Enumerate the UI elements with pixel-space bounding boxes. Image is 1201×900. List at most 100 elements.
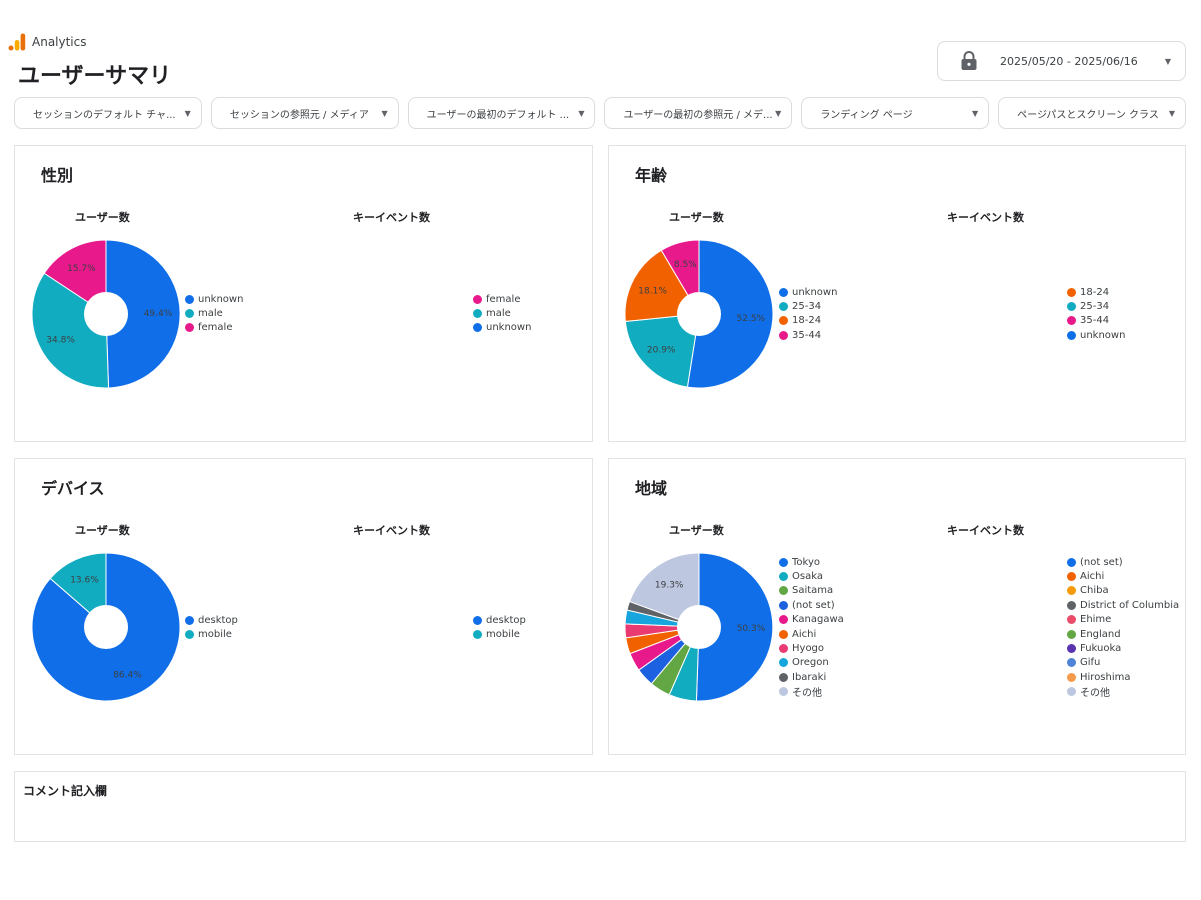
page-title: ユーザーサマリ bbox=[18, 64, 172, 89]
comment-box[interactable]: コメント記入欄 bbox=[14, 771, 1186, 842]
app-name: Analytics bbox=[32, 35, 87, 49]
pie-slice-female[interactable] bbox=[43, 239, 107, 315]
legend-item[interactable]: Aichi bbox=[1067, 569, 1179, 583]
pie-slice-unknown[interactable] bbox=[105, 239, 181, 389]
legend-item[interactable]: Tokyo bbox=[779, 555, 844, 569]
filter-label: ページパスとスクリーン クラス bbox=[1017, 109, 1159, 121]
legend-item[interactable]: Hyogo bbox=[779, 641, 844, 655]
legend-swatch bbox=[1067, 672, 1076, 682]
filter-first-user-source-medium[interactable]: ユーザーの最初の参照元 / メデ... ▼ bbox=[604, 97, 793, 129]
legend-item[interactable]: その他 bbox=[779, 685, 844, 699]
legend-item[interactable]: mobile bbox=[185, 627, 238, 641]
card-title: 地域 bbox=[635, 479, 668, 498]
legend-label: unknown bbox=[792, 286, 838, 298]
filter-page-path-screen-class[interactable]: ページパスとスクリーン クラス ▼ bbox=[998, 97, 1186, 129]
legend-swatch bbox=[473, 630, 482, 640]
region-events-legend: (not set) Aichi Chiba District of Columbia E… bbox=[1067, 555, 1179, 699]
legend-item[interactable]: Oregon bbox=[779, 656, 844, 670]
legend-item[interactable]: 25-34 bbox=[779, 299, 837, 313]
legend-item[interactable]: unknown bbox=[1067, 328, 1125, 342]
legend-item[interactable]: Fukuoka bbox=[1067, 641, 1179, 655]
legend-label: Kanagawa bbox=[792, 614, 844, 626]
legend-label: female bbox=[486, 293, 521, 305]
legend-swatch bbox=[185, 294, 194, 304]
pie-slice-unknown[interactable] bbox=[686, 239, 774, 389]
legend-item[interactable]: Osaka bbox=[779, 569, 844, 583]
filter-first-user-default-channel[interactable]: ユーザーの最初のデフォルト ... ▼ bbox=[407, 97, 596, 129]
legend-item[interactable]: desktop bbox=[473, 613, 526, 627]
pie-data-label: 86.4% bbox=[113, 670, 142, 680]
legend-item[interactable]: (not set) bbox=[1067, 555, 1179, 569]
legend-item[interactable]: Gifu bbox=[1067, 656, 1179, 670]
card-title: 性別 bbox=[41, 166, 74, 185]
legend-item[interactable]: Kanagawa bbox=[779, 613, 844, 627]
legend-item[interactable]: unknown bbox=[185, 292, 243, 306]
filter-session-source-medium[interactable]: セッションの参照元 / メディア ▼ bbox=[210, 97, 399, 129]
legend-item[interactable]: District of Columbia bbox=[1067, 598, 1179, 612]
pie-data-label: 8.5% bbox=[674, 260, 697, 270]
pie-data-label: 49.4% bbox=[144, 309, 173, 319]
pie-slice-tokyo[interactable] bbox=[695, 552, 774, 702]
legend-item[interactable]: 25-34 bbox=[1067, 299, 1125, 313]
legend-item[interactable]: (not set) bbox=[779, 598, 844, 612]
legend-item[interactable]: male bbox=[185, 306, 243, 320]
filter-landing-page[interactable]: ランディング ページ ▼ bbox=[801, 97, 990, 129]
legend-item[interactable]: unknown bbox=[473, 321, 531, 335]
legend-item[interactable]: Ibaraki bbox=[779, 670, 844, 684]
legend-swatch bbox=[779, 287, 788, 297]
legend-label: desktop bbox=[486, 614, 526, 626]
legend-swatch bbox=[779, 302, 788, 312]
analytics-brand[interactable]: Analytics bbox=[8, 33, 87, 51]
filter-label: ランディング ページ bbox=[820, 109, 913, 121]
legend-label: unknown bbox=[486, 322, 532, 334]
legend-label: District of Columbia bbox=[1080, 599, 1180, 611]
users-subtitle: ユーザー数 bbox=[75, 524, 130, 537]
legend-label: Ehime bbox=[1080, 614, 1112, 626]
legend-label: Hiroshima bbox=[1080, 671, 1131, 683]
pie-data-label: 50.3% bbox=[737, 624, 766, 634]
legend-item[interactable]: その他 bbox=[1067, 685, 1179, 699]
region-users-legend: Tokyo Osaka Saitama (not set) Kanagawa Aichi H… bbox=[779, 555, 844, 699]
legend-item[interactable]: 18-24 bbox=[779, 314, 837, 328]
filter-label: セッションの参照元 / メディア bbox=[229, 109, 369, 121]
legend-item[interactable]: Hiroshima bbox=[1067, 670, 1179, 684]
legend-item[interactable]: female bbox=[185, 321, 243, 335]
legend-swatch bbox=[1067, 287, 1076, 297]
region-pie-chart: 50.3% 19.3% bbox=[624, 552, 774, 702]
legend-label: (not set) bbox=[1080, 556, 1123, 568]
legend-item[interactable]: female bbox=[473, 292, 531, 306]
legend-swatch bbox=[1067, 557, 1076, 567]
legend-item[interactable]: 35-44 bbox=[779, 328, 837, 342]
device-events-legend: desktop mobile bbox=[473, 613, 526, 642]
legend-label: Hyogo bbox=[792, 643, 825, 655]
legend-item[interactable]: England bbox=[1067, 627, 1179, 641]
legend-swatch bbox=[1067, 644, 1076, 654]
legend-label: 25-34 bbox=[1080, 301, 1110, 313]
legend-swatch bbox=[779, 644, 788, 654]
pie-data-label: 52.5% bbox=[737, 314, 766, 324]
legend-item[interactable]: Saitama bbox=[779, 584, 844, 598]
filter-session-default-channel[interactable]: セッションのデフォルト チャ... ▼ bbox=[14, 97, 202, 129]
legend-item[interactable]: Ehime bbox=[1067, 613, 1179, 627]
date-range-picker[interactable]: 2025/05/20 - 2025/06/16 ▼ bbox=[937, 41, 1186, 81]
legend-item[interactable]: male bbox=[473, 306, 531, 320]
legend-item[interactable]: Chiba bbox=[1067, 584, 1179, 598]
legend-item[interactable]: unknown bbox=[779, 285, 837, 299]
chevron-down-icon: ▼ bbox=[775, 108, 782, 118]
legend-item[interactable]: Aichi bbox=[779, 627, 844, 641]
lock-icon bbox=[961, 51, 977, 70]
pie-slice-mobile[interactable] bbox=[49, 552, 107, 629]
legend-item[interactable]: 18-24 bbox=[1067, 285, 1125, 299]
donut-hole bbox=[677, 292, 721, 336]
pie-slice--[interactable] bbox=[628, 552, 700, 628]
legend-item[interactable]: 35-44 bbox=[1067, 314, 1125, 328]
gender-pie-chart: 49.4% 34.8% 15.7% bbox=[31, 239, 181, 389]
legend-swatch bbox=[1067, 572, 1076, 582]
pie-slice-male[interactable] bbox=[31, 272, 110, 389]
legend-item[interactable]: mobile bbox=[473, 627, 526, 641]
users-subtitle: ユーザー数 bbox=[669, 211, 724, 224]
legend-item[interactable]: desktop bbox=[185, 613, 238, 627]
pie-slice-25-34[interactable] bbox=[624, 313, 700, 388]
legend-label: Ibaraki bbox=[792, 671, 827, 683]
legend-swatch bbox=[779, 672, 788, 682]
